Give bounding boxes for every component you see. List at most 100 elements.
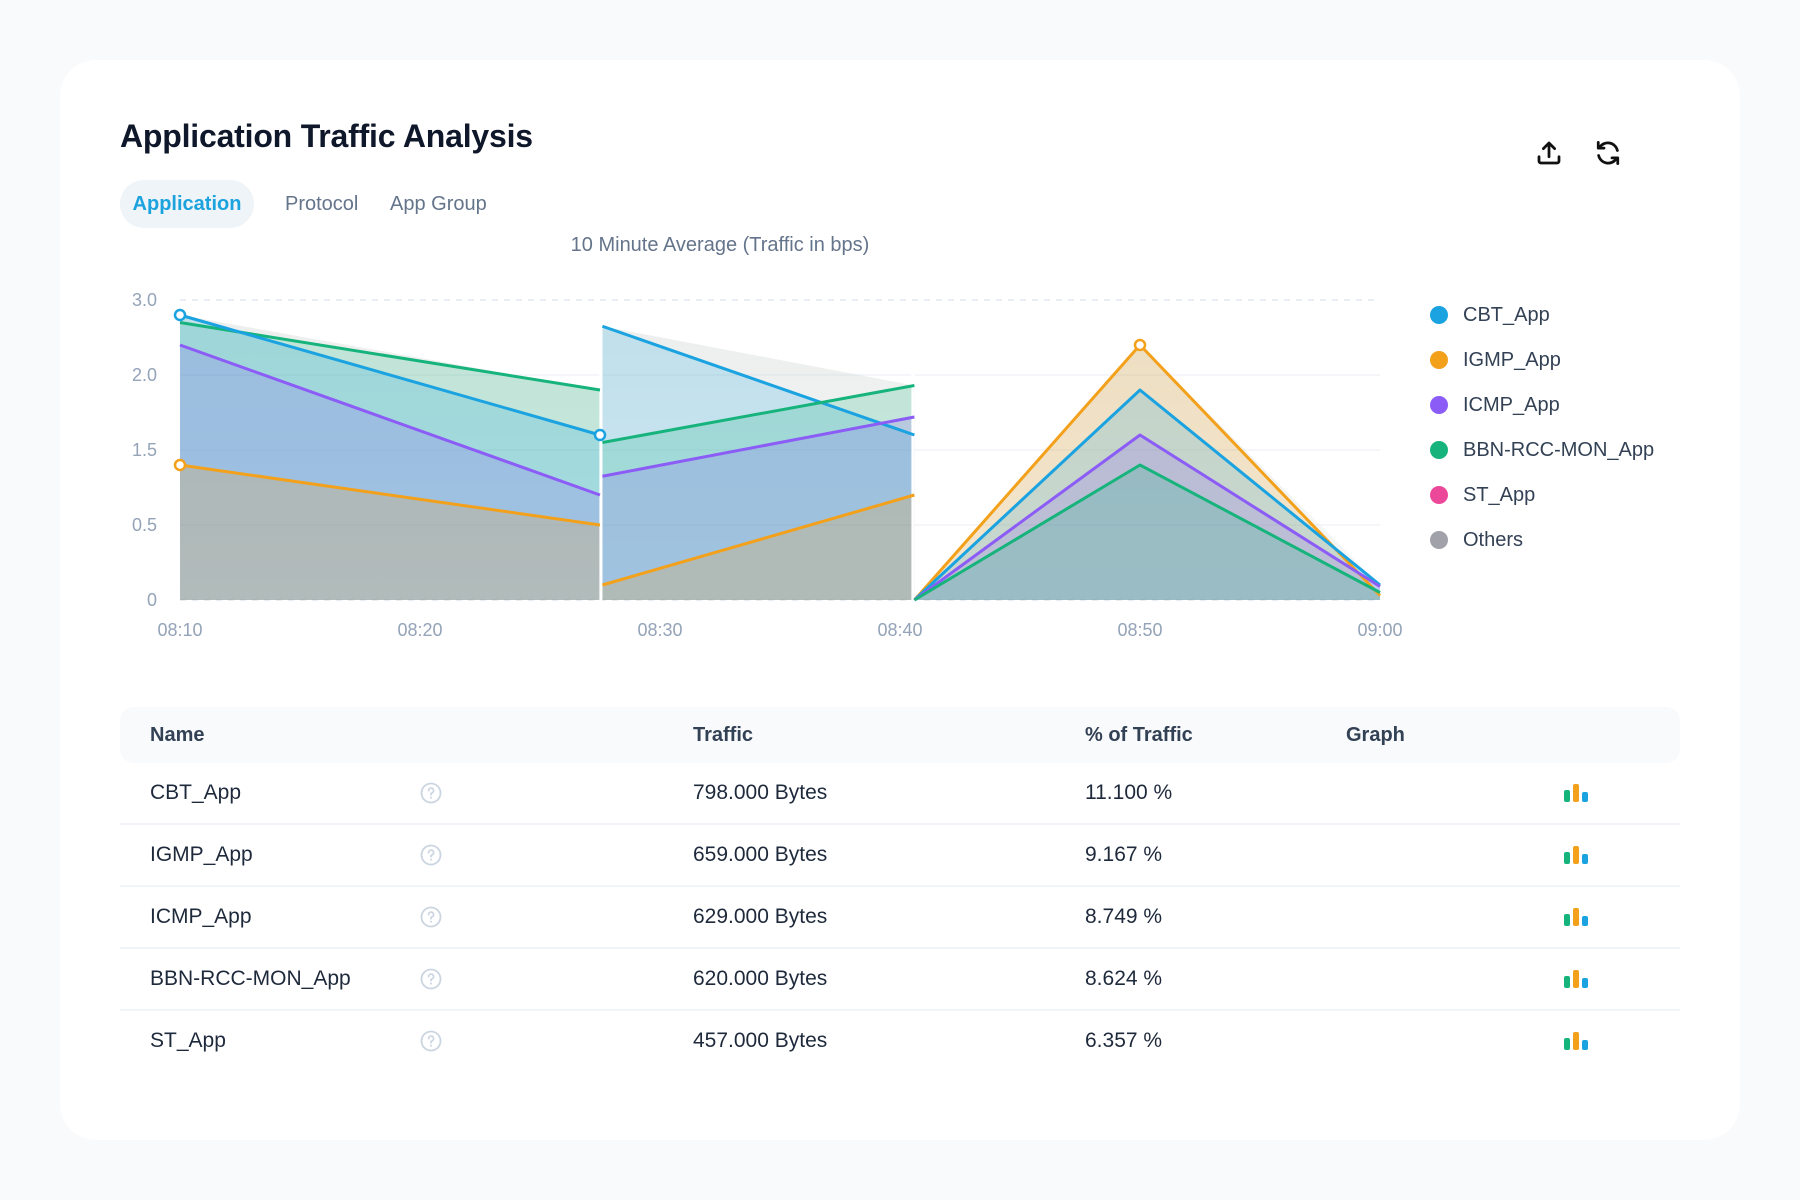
cell-traffic: 620.000 Bytes [693,967,828,990]
area-cbt_app [914,390,1380,600]
cell-percent: 11.100 % [1085,781,1173,804]
cell-traffic: 798.000 Bytes [693,781,828,804]
refresh-button[interactable] [1590,135,1626,171]
table-row[interactable]: IGMP_App 659.000 Bytes 9.167 % [120,825,1680,887]
cell-percent: 8.749 % [1085,905,1163,928]
help-icon[interactable] [420,968,442,990]
traffic-table: Name Traffic % of Traffic Graph CBT_App … [120,707,1680,1071]
bar-chart-icon[interactable] [1563,969,1589,989]
bar-chart-icon[interactable] [1563,845,1589,865]
legend-dot-icon [1430,486,1448,504]
cell-name: IGMP_App [150,843,253,866]
legend-item[interactable]: Others [1430,525,1523,555]
table-row[interactable]: BBN-RCC-MON_App 620.000 Bytes 8.624 % [120,949,1680,1011]
area-igmp_app [602,495,915,600]
chart-title: 10 Minute Average (Traffic in bps) [570,234,870,256]
x-tick-label: 08:30 [637,620,682,640]
x-tick-label: 08:50 [1117,620,1162,640]
cell-percent: 6.357 % [1085,1029,1163,1052]
area-base [602,326,915,600]
data-point-marker [173,308,187,322]
cell-name: ICMP_App [150,905,252,928]
line-icmp_app [179,343,601,497]
table-header: Name Traffic % of Traffic Graph [120,707,1680,763]
export-button[interactable] [1531,135,1567,171]
data-point-marker [173,458,187,472]
legend-label: Others [1463,528,1524,551]
area-cbt_app [180,315,600,600]
help-icon[interactable] [420,906,442,928]
column-header-percent[interactable]: % of Traffic [1085,724,1193,746]
table-row[interactable]: ICMP_App 629.000 Bytes 8.749 % [120,887,1680,949]
legend-dot-icon [1430,441,1448,459]
line-igmp_app [179,463,601,527]
column-header-traffic[interactable]: Traffic [693,724,754,746]
area-igmp_app [180,465,600,600]
cell-traffic: 457.000 Bytes [693,1029,828,1052]
area-bbn-rcc-mon_app [914,465,1380,600]
area-icmp_app [914,435,1380,600]
refresh-icon [1596,141,1620,165]
tab-app-group[interactable]: App Group [390,193,487,215]
line-icmp_app [602,415,915,478]
line-cbt_app [913,388,1381,602]
line-cbt_app [179,313,601,437]
cell-name: CBT_App [150,781,242,804]
bar-chart-icon[interactable] [1563,907,1589,927]
area-bbn-rcc-mon_app [180,322,600,600]
legend-item[interactable]: ST_App [1430,480,1535,510]
cell-name: ST_App [150,1029,226,1052]
legend-item[interactable]: ICMP_App [1430,390,1560,420]
legend-item[interactable]: CBT_App [1430,300,1550,330]
cell-traffic: 659.000 Bytes [693,843,828,866]
legend-label: BBN-RCC-MON_App [1463,438,1655,461]
line-cbt_app [601,324,915,437]
legend-label: CBT_App [1463,303,1550,326]
legend-label: IGMP_App [1463,348,1561,371]
area-igmp_app [914,345,1380,600]
data-point-marker [1133,338,1147,352]
line-bbn-rcc-mon_app [913,463,1381,602]
help-icon[interactable] [420,1030,442,1052]
y-tick-label: 1.5 [132,440,157,460]
area-base [180,315,600,600]
table-row[interactable]: CBT_App 798.000 Bytes 11.100 % [120,763,1680,825]
x-tick-label: 08:10 [157,620,202,640]
column-header-name[interactable]: Name [150,724,205,746]
area-icmp_app [180,345,600,600]
legend-dot-icon [1430,531,1448,549]
help-icon[interactable] [420,782,442,804]
upload-icon [1537,141,1561,165]
legend-label: ST_App [1463,483,1536,506]
line-icmp_app [913,433,1381,602]
help-icon[interactable] [420,844,442,866]
bar-chart-icon[interactable] [1563,783,1589,803]
data-point-marker [593,428,607,442]
column-header-graph: Graph [1346,724,1405,746]
area-cbt_app [602,326,915,600]
cell-name: BBN-RCC-MON_App [150,967,351,990]
y-tick-label: 0.5 [132,515,157,535]
line-igmp_app [601,493,915,587]
y-tick-label: 3.0 [132,290,157,310]
table-row[interactable]: ST_App 457.000 Bytes 6.357 % [120,1011,1680,1071]
traffic-area-chart: 0 0.5 1.5 2.0 3.0 08:10 08:20 08:30 08:40 08:50 0… [132,290,1403,640]
y-tick-label: 2.0 [132,365,157,385]
table-body: CBT_App 798.000 Bytes 11.100 % IGMP_App … [120,763,1680,1071]
line-bbn-rcc-mon_app [602,384,915,444]
tab-application[interactable]: Application [120,180,254,228]
cell-traffic: 629.000 Bytes [693,905,828,928]
area-base [914,345,1380,600]
legend-dot-icon [1430,396,1448,414]
page-title: Application Traffic Analysis [120,118,533,154]
tab-protocol[interactable]: Protocol [285,193,359,215]
x-tick-label: 08:40 [877,620,922,640]
legend-item[interactable]: IGMP_App [1430,345,1561,375]
area-bbn-rcc-mon_app [602,385,915,600]
bar-chart-icon[interactable] [1563,1031,1589,1051]
legend-dot-icon [1430,306,1448,324]
x-tick-label: 08:20 [397,620,442,640]
x-tick-label: 09:00 [1357,620,1402,640]
legend-item[interactable]: BBN-RCC-MON_App [1430,435,1654,465]
cell-percent: 8.624 % [1085,967,1163,990]
